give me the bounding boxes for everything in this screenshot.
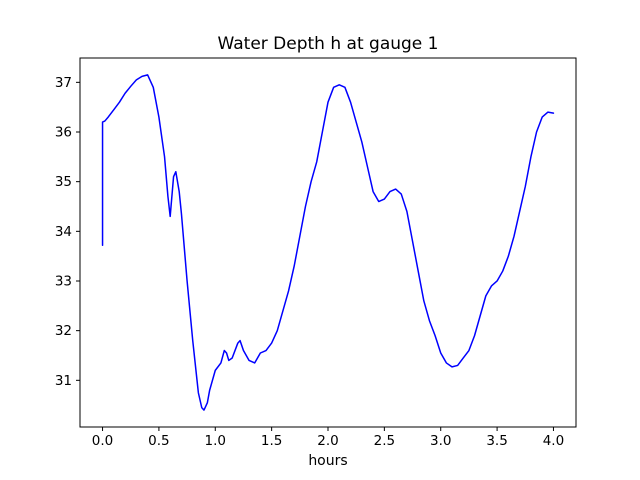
x-tick-label: 1.0 (205, 433, 226, 449)
plot-area (80, 58, 576, 427)
x-tick-label: 0.0 (92, 433, 113, 449)
x-tick-label: 2.0 (317, 433, 338, 449)
data-line-series (101, 74, 555, 411)
x-axis-label: hours (308, 453, 347, 469)
y-tick-label: 32 (55, 323, 72, 339)
x-tick-label: 2.5 (374, 433, 395, 449)
x-tick-label: 3.5 (486, 433, 507, 449)
y-tick-label: 35 (55, 174, 72, 190)
y-tick-label: 33 (55, 273, 72, 289)
y-tick-label: 36 (55, 124, 72, 140)
x-tick-label: 1.5 (261, 433, 282, 449)
y-tick-label: 37 (55, 75, 72, 91)
y-tick-label: 34 (55, 224, 72, 240)
x-tick-label: 4.0 (543, 433, 564, 449)
chart-title: Water Depth h at gauge 1 (218, 34, 439, 54)
y-tick-label: 31 (55, 373, 72, 389)
plot-frame (79, 57, 577, 428)
axis-tick-labels: 0.0 0.5 1.0 1.5 2.0 2.5 3.0 3.5 4.0 31 32 33 34 35 36 3… (55, 75, 564, 449)
axis-ticks (76, 81, 554, 431)
x-tick-label: 3.0 (430, 433, 451, 449)
x-tick-label: 0.5 (148, 433, 169, 449)
